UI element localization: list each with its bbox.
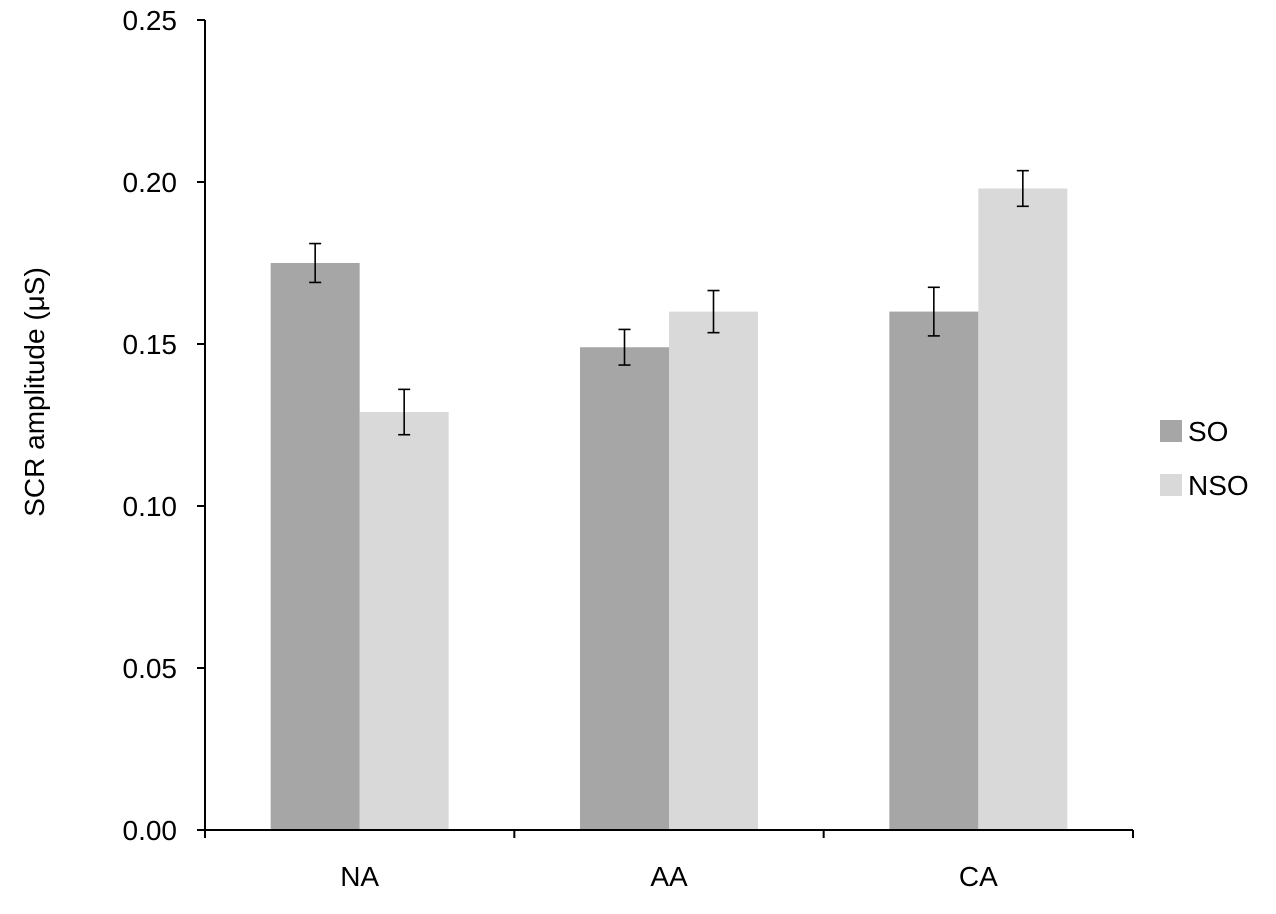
legend-label-so: SO [1188, 416, 1228, 447]
legend-swatch-nso [1160, 474, 1182, 496]
bar-so-na [270, 263, 360, 830]
bar-nso-ca [978, 188, 1068, 831]
bar-so-aa [580, 347, 669, 830]
bars-group [270, 188, 1068, 831]
y-tick-label: 0.15 [123, 329, 178, 360]
y-tick-label: 0.20 [123, 167, 178, 198]
legend: SO NSO [1160, 416, 1249, 501]
bar-nso-aa [669, 311, 758, 831]
x-tick-label-na: NA [340, 861, 379, 892]
legend-swatch-so [1160, 420, 1182, 442]
y-ticks-group: 0.00 0.05 0.10 0.15 0.20 0.25 [123, 5, 205, 846]
error-bars-group [309, 169, 1029, 436]
y-tick-label: 0.05 [123, 653, 178, 684]
y-axis-label-group: SCR amplitude (μS) [19, 267, 50, 517]
y-tick-label: 0.00 [123, 815, 178, 846]
x-tick-label-ca: CA [959, 861, 998, 892]
legend-label-nso: NSO [1188, 470, 1249, 501]
y-tick-label: 0.10 [123, 491, 178, 522]
bar-so-ca [889, 311, 979, 831]
y-axis-label: SCR amplitude (μS) [19, 267, 50, 517]
bar-nso-na [359, 412, 449, 830]
y-tick-label: 0.25 [123, 5, 178, 36]
x-tick-label-aa: AA [650, 861, 688, 892]
axes-group [204, 20, 1133, 831]
x-ticks-group: NA AA CA [204, 830, 1134, 892]
